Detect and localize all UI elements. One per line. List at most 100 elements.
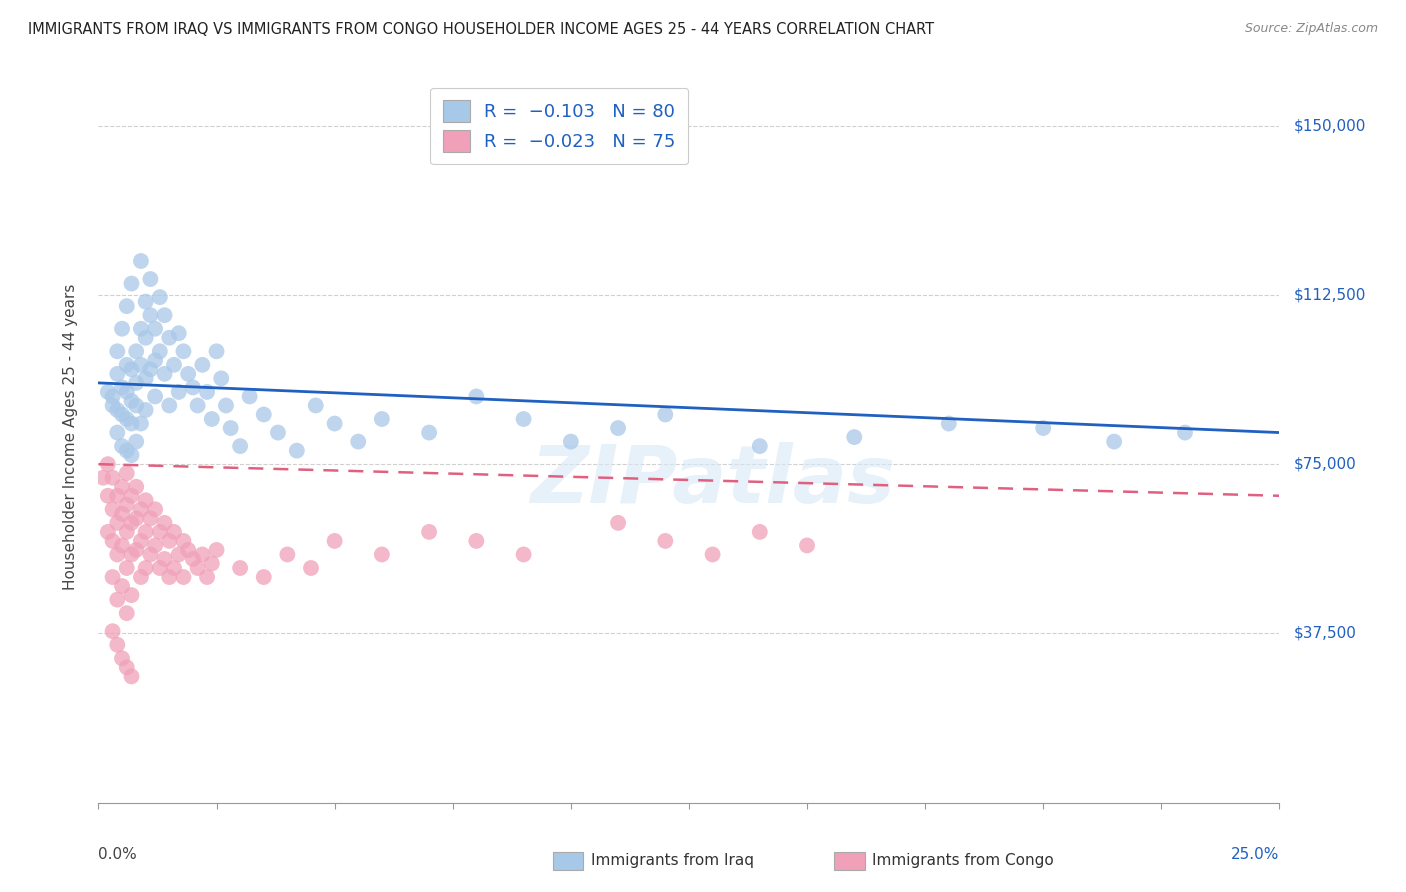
Point <box>139 511 162 525</box>
Point <box>153 552 176 566</box>
Text: $37,500: $37,500 <box>1294 626 1357 641</box>
Point <box>115 561 138 575</box>
Point <box>101 502 124 516</box>
Point <box>205 344 228 359</box>
Point <box>115 466 138 480</box>
Point <box>111 322 134 336</box>
Point <box>1032 421 1054 435</box>
Text: 25.0%: 25.0% <box>1232 847 1279 862</box>
Point <box>253 570 276 584</box>
Point <box>607 421 630 435</box>
Point <box>181 380 204 394</box>
Point <box>135 561 157 575</box>
Text: IMMIGRANTS FROM IRAQ VS IMMIGRANTS FROM CONGO HOUSEHOLDER INCOME AGES 25 - 44 YE: IMMIGRANTS FROM IRAQ VS IMMIGRANTS FROM … <box>28 22 934 37</box>
Point <box>191 548 214 562</box>
Point <box>115 358 138 372</box>
Point <box>121 448 143 462</box>
Point <box>129 322 152 336</box>
Point <box>153 308 176 322</box>
Point <box>153 367 176 381</box>
Point <box>305 399 328 413</box>
Legend: R =  −0.103   N = 80, R =  −0.023   N = 75: R = −0.103 N = 80, R = −0.023 N = 75 <box>430 87 688 164</box>
Point <box>101 399 124 413</box>
Point <box>125 511 148 525</box>
Point <box>347 434 370 449</box>
Point <box>157 533 180 548</box>
Point <box>135 493 157 508</box>
Point <box>187 561 209 575</box>
Point <box>97 489 120 503</box>
Point <box>135 294 157 309</box>
Point <box>195 384 218 399</box>
Point <box>125 344 148 359</box>
Text: ZIPatlas: ZIPatlas <box>530 442 896 520</box>
Point <box>101 624 124 639</box>
Point <box>111 507 134 521</box>
Point <box>201 557 224 571</box>
Point <box>371 412 394 426</box>
Point <box>143 322 166 336</box>
Point <box>129 570 152 584</box>
Point <box>121 362 143 376</box>
Point <box>115 412 138 426</box>
Point <box>654 533 676 548</box>
Text: 0.0%: 0.0% <box>98 847 138 862</box>
Point <box>172 344 194 359</box>
Point <box>115 299 138 313</box>
Text: $112,500: $112,500 <box>1294 287 1367 302</box>
Point <box>125 480 148 494</box>
Point <box>163 524 186 539</box>
Point <box>129 358 152 372</box>
Text: $150,000: $150,000 <box>1294 118 1367 133</box>
Point <box>111 538 134 552</box>
Text: Source: ZipAtlas.com: Source: ZipAtlas.com <box>1244 22 1378 36</box>
Point <box>195 570 218 584</box>
Point <box>371 548 394 562</box>
Point <box>187 399 209 413</box>
Point <box>105 489 128 503</box>
Point <box>115 606 138 620</box>
Point <box>219 421 242 435</box>
Point <box>163 358 186 372</box>
Point <box>129 533 152 548</box>
Point <box>157 331 180 345</box>
Point <box>101 389 124 403</box>
Point <box>267 425 290 440</box>
Point <box>125 543 148 558</box>
Point <box>97 457 120 471</box>
Point <box>105 403 128 417</box>
Point <box>177 367 200 381</box>
Point <box>844 430 866 444</box>
Point <box>125 434 148 449</box>
Point <box>465 533 488 548</box>
Point <box>285 443 308 458</box>
Point <box>201 412 224 426</box>
Point <box>121 669 143 683</box>
Point <box>299 561 322 575</box>
Point <box>1174 425 1197 440</box>
Point <box>139 272 162 286</box>
Point <box>191 358 214 372</box>
Point <box>91 471 114 485</box>
Point <box>121 516 143 530</box>
Point <box>465 389 488 403</box>
Point <box>177 543 200 558</box>
Point <box>149 524 172 539</box>
Point <box>97 524 120 539</box>
Point <box>129 502 152 516</box>
Point <box>139 362 162 376</box>
Point <box>512 548 534 562</box>
Point <box>149 561 172 575</box>
Point <box>418 425 440 440</box>
Point <box>209 371 232 385</box>
Point <box>153 516 176 530</box>
Point <box>229 561 252 575</box>
Point <box>115 384 138 399</box>
Point <box>149 290 172 304</box>
Point <box>172 570 194 584</box>
Point <box>125 399 148 413</box>
Point <box>129 417 152 431</box>
Text: $75,000: $75,000 <box>1294 457 1357 472</box>
Point <box>157 399 180 413</box>
Point <box>105 367 128 381</box>
